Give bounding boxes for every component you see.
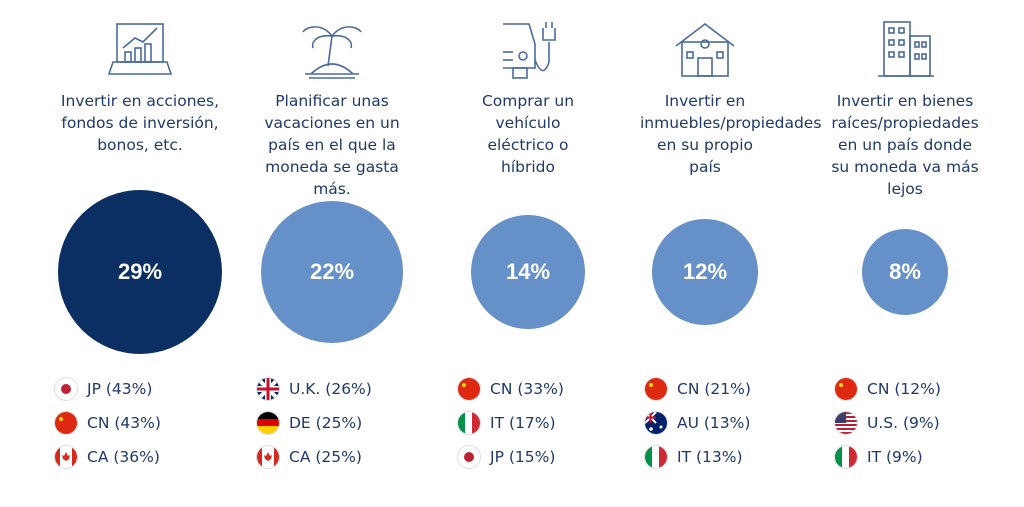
- flag-it-icon: [835, 446, 857, 468]
- flag-it-icon: [645, 446, 667, 468]
- legend-item: CN (43%): [55, 406, 161, 440]
- legend-label: IT (17%): [490, 414, 556, 432]
- country-legend: U.K. (26%) DE (25%) CA (25%): [257, 372, 372, 474]
- percent-bubble: 22%: [261, 201, 403, 343]
- column-3: Comprar un vehículo eléctrico o híbrido …: [428, 0, 628, 507]
- legend-item: IT (9%): [835, 440, 941, 474]
- buildings-icon: [878, 21, 934, 77]
- flag-de-icon: [257, 412, 279, 434]
- legend-item: CN (33%): [458, 372, 564, 406]
- legend-label: IT (13%): [677, 448, 743, 466]
- flag-au-icon: [645, 412, 667, 434]
- legend-label: AU (13%): [677, 414, 751, 432]
- percent-bubble: 12%: [652, 219, 758, 325]
- flag-cn-icon: [835, 378, 857, 400]
- percent-bubble: 29%: [58, 190, 222, 354]
- flag-uk-icon: [257, 378, 279, 400]
- category-title: Invertir en inmuebles/propiedades en su …: [640, 92, 822, 176]
- legend-item: AU (13%): [645, 406, 751, 440]
- column-4: Invertir en inmuebles/propiedades en su …: [605, 0, 822, 507]
- legend-item: JP (43%): [55, 372, 161, 406]
- country-legend: JP (43%) CN (43%) CA (36%): [55, 372, 161, 474]
- percent-bubble: 14%: [471, 215, 585, 329]
- column-5: Invertir en bienes raíces/propiedades en…: [805, 0, 1005, 507]
- flag-ca-icon: [55, 446, 77, 468]
- legend-label: CA (25%): [289, 448, 362, 466]
- column-1: Invertir en acciones, fondos de inversió…: [40, 0, 240, 507]
- legend-label: U.K. (26%): [289, 380, 372, 398]
- flag-ca-icon: [257, 446, 279, 468]
- column-2: Planificar unas vacaciones en un país en…: [232, 0, 432, 507]
- legend-label: IT (9%): [867, 448, 923, 466]
- legend-label: JP (15%): [490, 448, 556, 466]
- legend-item: CA (25%): [257, 440, 372, 474]
- legend-item: U.K. (26%): [257, 372, 372, 406]
- flag-jp-icon: [55, 378, 77, 400]
- legend-item: JP (15%): [458, 440, 564, 474]
- percent-label: 22%: [309, 259, 355, 284]
- legend-label: CN (12%): [867, 380, 941, 398]
- legend-label: JP (43%): [87, 380, 153, 398]
- flag-cn-icon: [55, 412, 77, 434]
- laptop-chart-icon: [107, 23, 173, 75]
- country-legend: CN (12%) U.S. (9%) IT (9%): [835, 372, 941, 474]
- legend-item: CN (21%): [645, 372, 751, 406]
- country-legend: CN (33%) IT (17%) JP (15%): [458, 372, 564, 474]
- house-icon: [675, 22, 735, 77]
- category-title: Invertir en acciones, fondos de inversió…: [60, 92, 220, 154]
- category-title: Planificar unas vacaciones en un país en…: [264, 92, 400, 198]
- flag-it-icon: [458, 412, 480, 434]
- flag-cn-icon: [645, 378, 667, 400]
- category-title: Invertir en bienes raíces/propiedades en…: [831, 92, 979, 198]
- legend-item: IT (17%): [458, 406, 564, 440]
- legend-label: CA (36%): [87, 448, 160, 466]
- legend-label: CN (33%): [490, 380, 564, 398]
- legend-item: IT (13%): [645, 440, 751, 474]
- legend-label: DE (25%): [289, 414, 363, 432]
- electric-car-icon: [503, 22, 556, 79]
- legend-item: CA (36%): [55, 440, 161, 474]
- flag-cn-icon: [458, 378, 480, 400]
- legend-item: CN (12%): [835, 372, 941, 406]
- legend-label: CN (21%): [677, 380, 751, 398]
- percent-label: 12%: [682, 259, 728, 284]
- category-title: Comprar un vehículo eléctrico o híbrido: [481, 92, 575, 176]
- flag-jp-icon: [458, 446, 480, 468]
- percent-bubble: 8%: [862, 229, 948, 315]
- legend-label: CN (43%): [87, 414, 161, 432]
- percent-label: 8%: [889, 259, 921, 284]
- legend-item: U.S. (9%): [835, 406, 941, 440]
- palm-island-icon: [302, 26, 362, 79]
- percent-label: 29%: [117, 259, 163, 284]
- legend-item: DE (25%): [257, 406, 372, 440]
- legend-label: U.S. (9%): [867, 414, 940, 432]
- flag-us-icon: [835, 412, 857, 434]
- country-legend: CN (21%) AU (13%) IT (13%): [645, 372, 751, 474]
- percent-label: 14%: [505, 259, 551, 284]
